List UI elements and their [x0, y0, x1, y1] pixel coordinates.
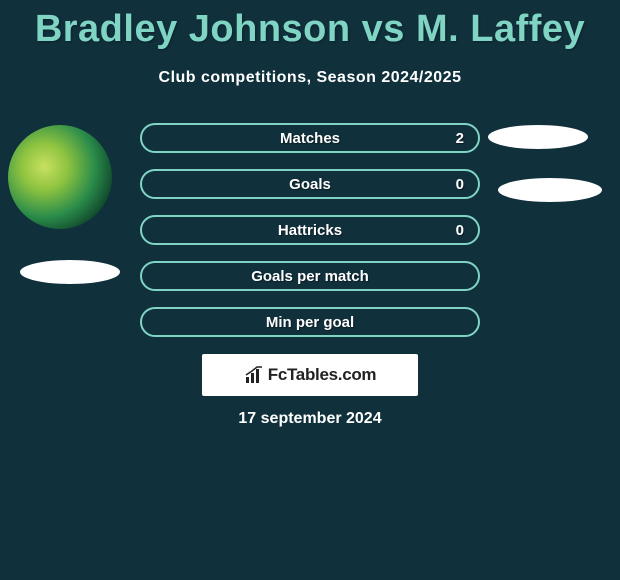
stat-label: Min per goal — [266, 314, 354, 331]
stat-label: Goals per match — [251, 268, 369, 285]
chart-icon — [244, 365, 264, 385]
player-right-badge-1 — [488, 125, 588, 149]
stat-value: 2 — [456, 130, 464, 147]
fctables-logo[interactable]: FcTables.com — [202, 354, 418, 396]
stat-row-gpm: Goals per match — [140, 261, 480, 291]
stat-value: 0 — [456, 222, 464, 239]
stat-row-hattricks: Hattricks 0 — [140, 215, 480, 245]
comparison-title: Bradley Johnson vs M. Laffey — [0, 0, 620, 51]
stat-row-mpg: Min per goal — [140, 307, 480, 337]
stat-row-matches: Matches 2 — [140, 123, 480, 153]
stat-value: 0 — [456, 176, 464, 193]
stat-label: Matches — [280, 130, 340, 147]
player-left-badge — [20, 260, 120, 284]
stat-label: Hattricks — [278, 222, 342, 239]
stat-label: Goals — [289, 176, 331, 193]
comparison-subtitle: Club competitions, Season 2024/2025 — [0, 69, 620, 87]
player-right-badge-2 — [498, 178, 602, 202]
stat-row-goals: Goals 0 — [140, 169, 480, 199]
logo-text: FcTables.com — [268, 365, 377, 385]
comparison-date: 17 september 2024 — [238, 410, 381, 428]
player-left-avatar — [8, 125, 112, 229]
stats-container: Matches 2 Goals 0 Hattricks 0 Goals per … — [140, 123, 480, 353]
